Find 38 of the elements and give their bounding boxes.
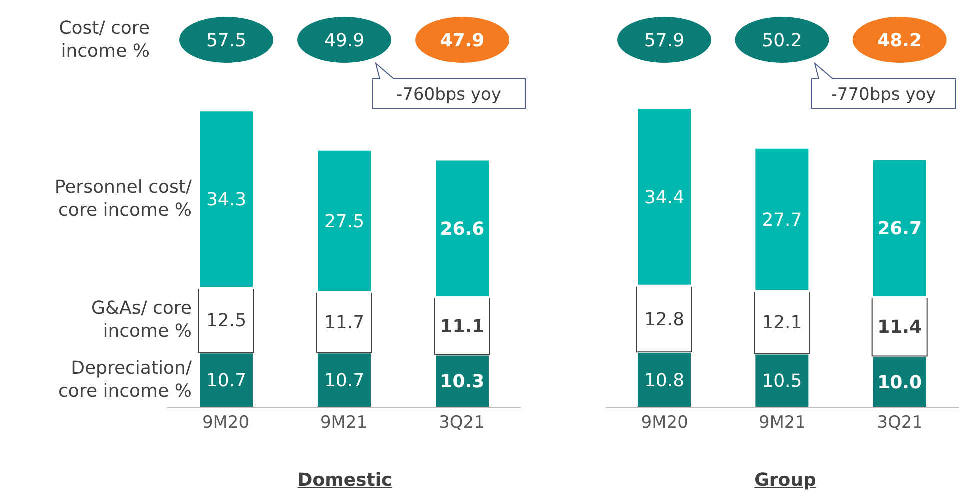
data-label: 11.4 (878, 317, 922, 338)
data-label: 10.0 (878, 372, 922, 394)
data-label: 10.8 (644, 370, 685, 392)
data-label: 26.6 (440, 218, 485, 240)
data-label: 34.3 (206, 190, 247, 211)
series-label: Personnel cost/ core income % (54, 176, 192, 222)
speech-callout: -760bps yoy (372, 63, 526, 109)
data-label: 27.5 (324, 211, 365, 232)
data-label: 11.7 (324, 312, 365, 334)
x-tick-label: 9M20 (202, 413, 250, 434)
x-tick-label: 9M21 (758, 413, 806, 434)
data-label: 12.5 (206, 310, 247, 332)
x-tick-label: 9M20 (641, 413, 688, 434)
speech-callout: -770bps yoy (810, 63, 956, 109)
text: Cost/ core income % (58, 17, 150, 63)
data-label: 12.1 (762, 312, 802, 334)
x-tick-label: 3Q21 (439, 413, 485, 434)
data-label: 27.7 (762, 210, 802, 231)
text: 57.5 (206, 30, 247, 52)
text: 47.9 (440, 30, 485, 52)
data-label: 10.5 (762, 371, 802, 392)
text: 57.9 (644, 30, 685, 52)
data-label: 11.1 (440, 316, 485, 338)
x-tick-label: 3Q21 (877, 413, 924, 434)
data-label: 26.7 (878, 218, 922, 240)
data-label: 10.7 (206, 370, 247, 392)
data-label: 10.7 (324, 370, 365, 392)
text: 50.2 (762, 30, 802, 52)
x-tick-label: 9M21 (320, 413, 368, 434)
text: 48.2 (878, 30, 922, 52)
data-label: 10.3 (440, 372, 485, 393)
series-label: G&As/ core income % (90, 297, 192, 344)
data-label: 12.8 (644, 309, 685, 330)
data-label: 34.4 (644, 187, 685, 208)
x-axis-title: Group (754, 470, 818, 491)
text: 49.9 (324, 30, 365, 52)
series-label: Depreciation/ core income % (58, 357, 192, 404)
x-axis-title: Domestic (296, 470, 394, 491)
